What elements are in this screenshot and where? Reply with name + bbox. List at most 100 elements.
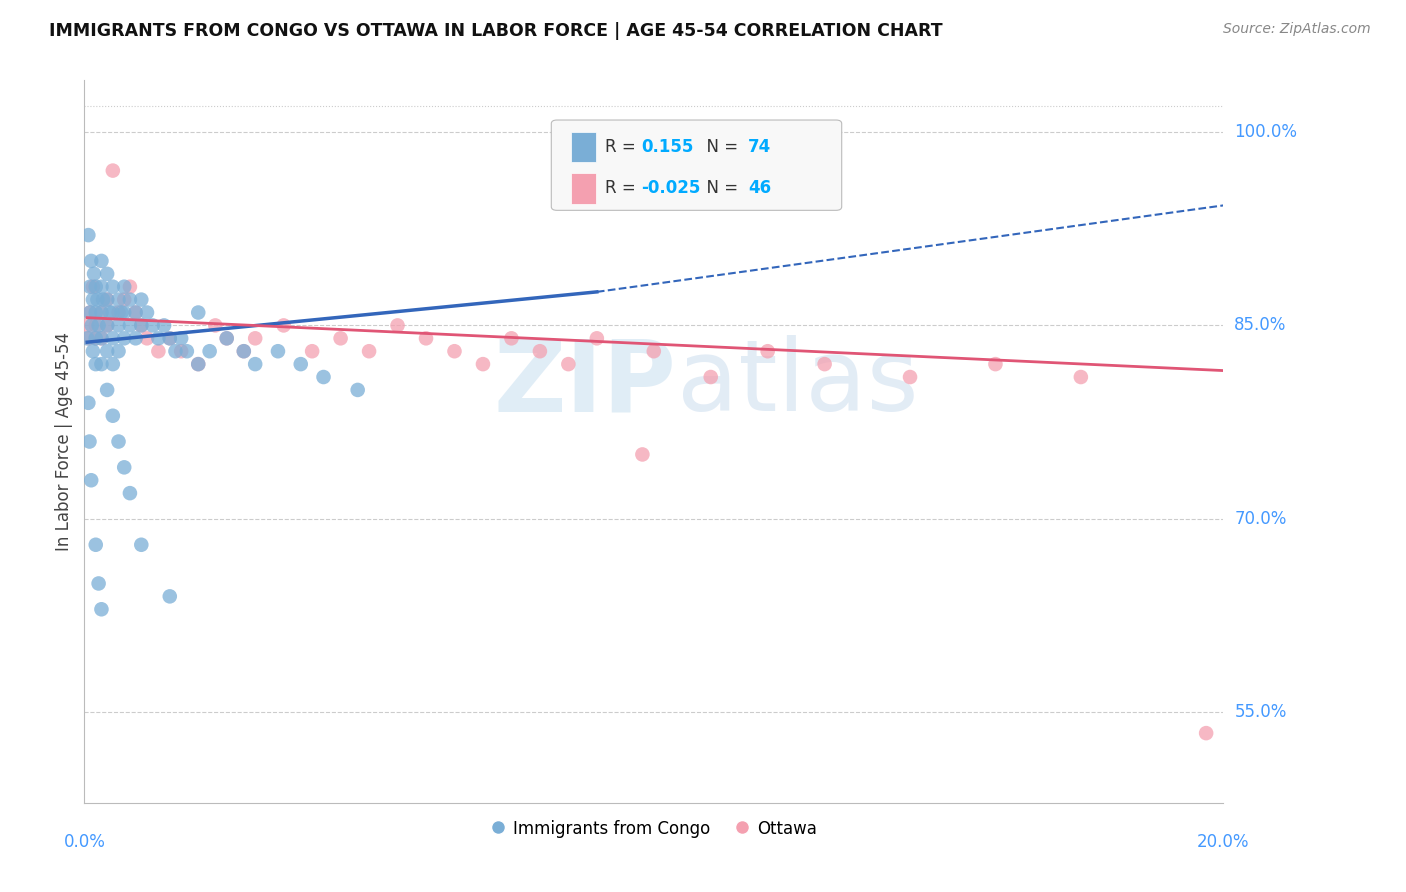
Point: [124, 331, 146, 345]
Point: [101, 279, 124, 293]
Point: [131, 538, 153, 552]
Point: [1195, 726, 1218, 740]
Point: [84, 279, 107, 293]
Point: [631, 447, 654, 461]
Point: [131, 293, 153, 307]
Point: [148, 331, 170, 345]
Point: [984, 357, 1007, 371]
Point: [245, 357, 267, 371]
Point: [501, 331, 523, 345]
Point: [124, 305, 146, 319]
Point: [82, 344, 104, 359]
Text: IMMIGRANTS FROM CONGO VS OTTAWA IN LABOR FORCE | AGE 45-54 CORRELATION CHART: IMMIGRANTS FROM CONGO VS OTTAWA IN LABOR…: [49, 22, 943, 40]
Point: [77, 396, 100, 410]
Point: [187, 305, 209, 319]
Text: R =: R =: [605, 179, 641, 197]
Point: [82, 293, 104, 307]
Text: 85.0%: 85.0%: [1234, 317, 1286, 334]
Point: [107, 434, 129, 449]
Point: [84, 331, 107, 345]
Text: 0.0%: 0.0%: [63, 833, 105, 851]
Point: [124, 305, 146, 319]
Point: [90, 331, 112, 345]
Point: [290, 357, 312, 371]
Point: [165, 344, 187, 359]
Point: [643, 344, 665, 359]
Point: [131, 318, 153, 333]
Text: N =: N =: [696, 179, 744, 197]
Point: [80, 473, 103, 487]
Point: [159, 331, 181, 345]
Point: [359, 344, 381, 359]
Point: [136, 305, 159, 319]
Point: [112, 331, 135, 345]
Point: [90, 331, 112, 345]
Point: [232, 344, 254, 359]
Point: [98, 305, 121, 319]
Point: [83, 267, 105, 281]
Point: [112, 293, 135, 307]
Point: [756, 344, 779, 359]
Point: [84, 305, 107, 319]
Point: [700, 370, 723, 384]
Point: [101, 409, 124, 423]
Point: [77, 331, 100, 345]
Point: [90, 357, 112, 371]
Point: [86, 293, 108, 307]
Text: 20.0%: 20.0%: [1197, 833, 1250, 851]
Point: [329, 331, 352, 345]
FancyBboxPatch shape: [571, 132, 596, 162]
Point: [90, 602, 112, 616]
Point: [110, 305, 132, 319]
Point: [131, 318, 153, 333]
Point: [101, 163, 124, 178]
Point: [76, 331, 98, 345]
Point: [529, 344, 551, 359]
Point: [101, 305, 124, 319]
Point: [118, 279, 141, 293]
Point: [112, 305, 135, 319]
Point: [215, 331, 238, 345]
Text: 46: 46: [748, 179, 772, 197]
Point: [87, 576, 110, 591]
Point: [96, 318, 118, 333]
Point: [96, 293, 118, 307]
Point: [96, 318, 118, 333]
Text: 55.0%: 55.0%: [1234, 704, 1286, 722]
FancyBboxPatch shape: [571, 173, 596, 203]
Point: [84, 331, 107, 345]
Point: [90, 305, 112, 319]
Point: [90, 253, 112, 268]
Point: [101, 331, 124, 345]
Point: [90, 279, 112, 293]
Point: [96, 293, 118, 307]
Point: [346, 383, 368, 397]
Point: [84, 318, 107, 333]
Point: [170, 344, 193, 359]
Text: 74: 74: [748, 138, 772, 156]
Point: [118, 293, 141, 307]
Point: [91, 293, 114, 307]
Point: [443, 344, 465, 359]
Point: [187, 357, 209, 371]
Point: [387, 318, 409, 333]
Point: [82, 279, 104, 293]
Point: [159, 331, 181, 345]
Point: [80, 253, 103, 268]
Point: [273, 318, 295, 333]
Point: [107, 293, 129, 307]
Point: [170, 331, 193, 345]
Point: [80, 318, 103, 333]
Point: [118, 318, 141, 333]
Point: [814, 357, 837, 371]
Point: [79, 434, 101, 449]
Text: atlas: atlas: [676, 335, 918, 433]
FancyBboxPatch shape: [551, 120, 842, 211]
Point: [112, 279, 135, 293]
Text: ZIP: ZIP: [494, 335, 676, 433]
Point: [245, 331, 267, 345]
Point: [96, 383, 118, 397]
Point: [107, 318, 129, 333]
Point: [84, 538, 107, 552]
Point: [312, 370, 335, 384]
